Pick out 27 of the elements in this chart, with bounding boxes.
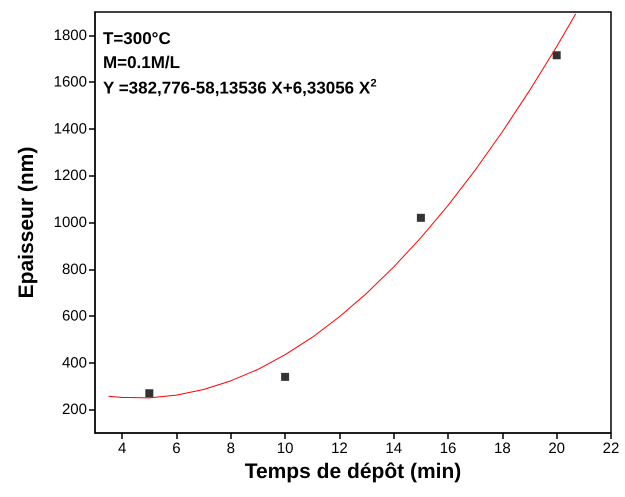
x-tick-label: 20 (548, 440, 566, 457)
annotation: T=300°C (103, 29, 171, 48)
x-tick-label: 4 (118, 440, 126, 457)
y-tick-label: 1200 (54, 167, 87, 184)
x-tick-label: 6 (172, 440, 181, 457)
y-tick-label: 1000 (54, 214, 87, 231)
x-axis-title: Temps de dépôt (min) (244, 460, 462, 483)
y-tick-label: 1600 (54, 74, 87, 91)
x-tick-label: 22 (602, 440, 620, 457)
y-tick-label: 1800 (54, 26, 87, 44)
x-tick-label: 12 (331, 440, 348, 457)
point (145, 389, 154, 398)
y-axis-title: Epaisseur (nm) (15, 146, 38, 298)
point (416, 214, 425, 222)
y-tick-label: 200 (62, 401, 87, 418)
annotation: M=0.1M/L (103, 53, 180, 72)
x-tick-label: 14 (385, 440, 402, 457)
point (552, 51, 561, 60)
x-tick-label: 18 (494, 440, 511, 457)
point (281, 372, 290, 381)
x-tick-label: 8 (226, 440, 235, 457)
y-tick-label: 800 (62, 260, 87, 278)
y-tick-label: 1400 (54, 120, 87, 138)
x-tick-label: 16 (440, 440, 456, 457)
x-tick-label: 10 (276, 440, 294, 457)
y-tick-label: 400 (62, 354, 87, 372)
y-tick-label: 600 (62, 308, 87, 325)
